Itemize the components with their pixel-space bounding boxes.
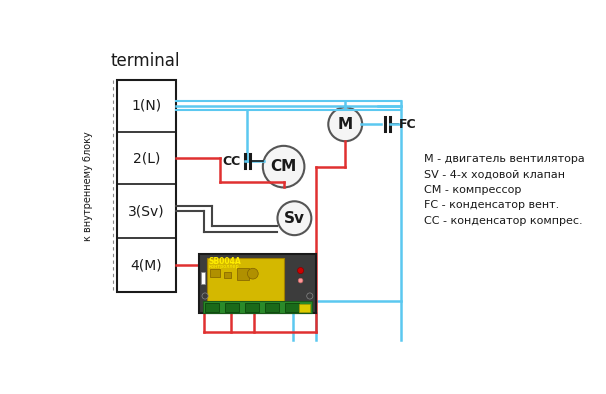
Text: к внутреннему блоку: к внутреннему блоку — [83, 131, 93, 241]
Text: terminal: terminal — [110, 52, 180, 70]
Circle shape — [202, 293, 208, 299]
Bar — [224, 272, 231, 278]
Text: M - двигатель вентилятора: M - двигатель вентилятора — [424, 154, 585, 164]
Circle shape — [298, 268, 304, 274]
Text: FC: FC — [399, 118, 417, 131]
Text: контроллер: контроллер — [208, 264, 239, 269]
Text: CC: CC — [222, 155, 241, 168]
Bar — [265, 303, 279, 312]
Text: FC - конденсатор вент.: FC - конденсатор вент. — [424, 200, 559, 210]
Text: CC - конденсатор компрес.: CC - конденсатор компрес. — [424, 216, 582, 225]
Bar — [225, 303, 239, 312]
Circle shape — [247, 268, 258, 279]
Text: SV - 4-х ходовой клапан: SV - 4-х ходовой клапан — [424, 169, 565, 179]
Bar — [205, 303, 219, 312]
Circle shape — [307, 293, 313, 299]
Circle shape — [263, 146, 304, 188]
Circle shape — [328, 107, 362, 141]
Text: SB004A: SB004A — [208, 257, 241, 266]
Circle shape — [298, 278, 303, 283]
Bar — [201, 272, 205, 284]
Bar — [207, 258, 284, 302]
Text: 3(Sv): 3(Sv) — [128, 204, 165, 218]
Bar — [199, 254, 316, 313]
Bar — [210, 269, 220, 277]
Text: Sv: Sv — [284, 211, 305, 226]
Bar — [285, 303, 299, 312]
Bar — [299, 305, 310, 312]
Text: 2(L): 2(L) — [133, 151, 160, 165]
Bar — [238, 268, 249, 280]
Bar — [203, 301, 312, 313]
Text: 4(M): 4(M) — [131, 258, 162, 272]
Text: CM - компрессор: CM - компрессор — [424, 185, 521, 195]
Text: 1(N): 1(N) — [132, 99, 162, 113]
Text: CM: CM — [270, 159, 297, 174]
Circle shape — [278, 201, 311, 235]
Bar — [245, 303, 259, 312]
Text: M: M — [338, 117, 353, 132]
Bar — [118, 80, 176, 292]
